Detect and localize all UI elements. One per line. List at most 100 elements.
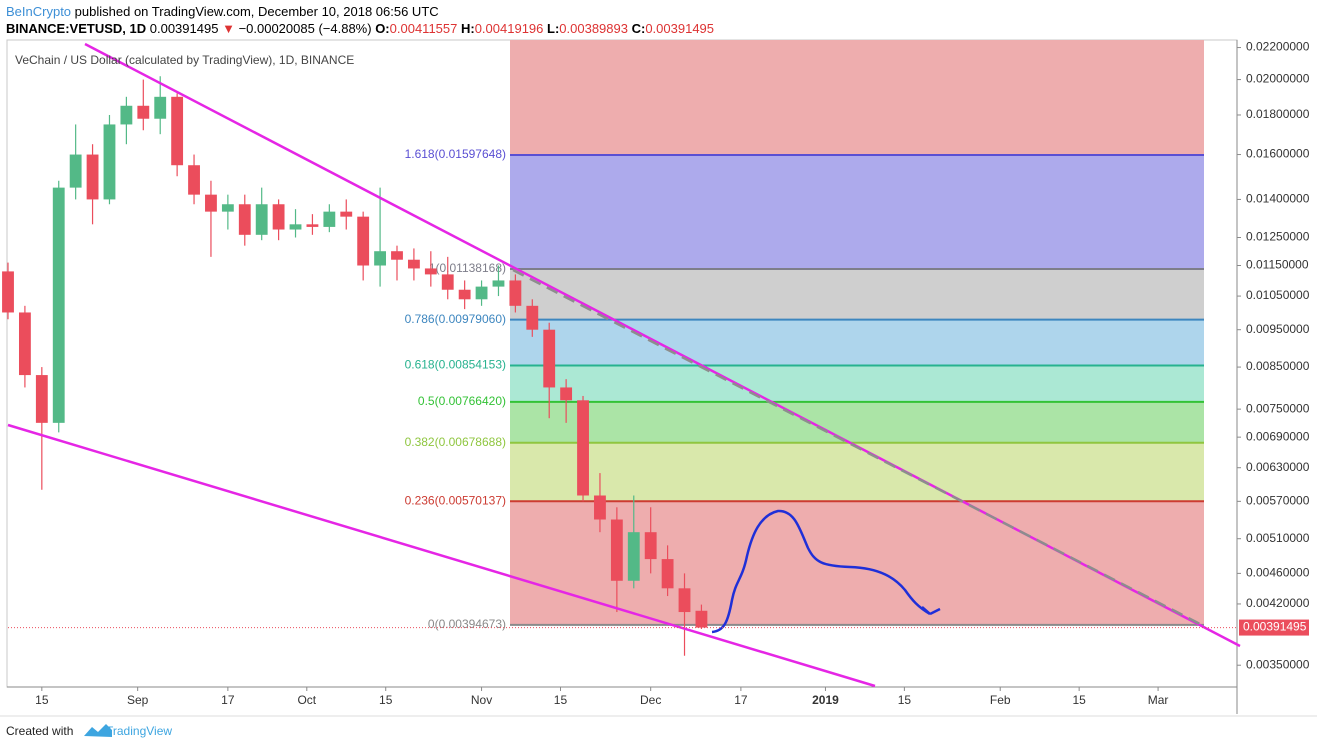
candle-body <box>69 154 82 188</box>
last-price-tag <box>1239 619 1309 636</box>
y-tick-label: 0.00570000 <box>1246 494 1310 508</box>
y-tick-label: 0.01250000 <box>1246 230 1310 244</box>
fib-label: 0.618(0.00854153) <box>405 358 506 372</box>
candle-body <box>86 154 99 200</box>
footer-brand: TradingView <box>106 724 172 738</box>
fib-zone <box>510 155 1204 269</box>
y-tick-label: 0.00750000 <box>1246 401 1310 415</box>
low-value: 0.00389893 <box>559 21 628 36</box>
x-tick-label: 17 <box>221 693 235 707</box>
chart-title: VeChain / US Dollar (calculated by Tradi… <box>15 53 354 67</box>
arrow: ▼ <box>222 21 235 36</box>
y-tick-label: 0.00850000 <box>1246 359 1310 373</box>
fib-label: 1(0.01138168) <box>429 261 506 275</box>
candle-body <box>661 559 674 589</box>
candle-body <box>137 105 150 119</box>
lower-trendline <box>7 423 876 688</box>
candle-body <box>171 96 184 166</box>
candle-body <box>391 251 403 260</box>
y-tick-label: 0.01600000 <box>1246 147 1310 161</box>
fib-group: 1.618(0.01597648) 1(0.01138168) 0.786(0.00… <box>405 40 1204 631</box>
candle-body <box>103 124 116 200</box>
y-tick-label: 0.00950000 <box>1246 322 1310 336</box>
fib-zone <box>510 501 1204 625</box>
axes: 0.02200000 0.02000000 0.01800000 0.01600000… <box>8 40 1310 707</box>
published: published on TradingView.com, December 1… <box>75 4 439 19</box>
projection-curve <box>711 509 941 634</box>
y-tick-label: 0.01150000 <box>1246 258 1309 272</box>
y-tick-label: 0.01050000 <box>1246 288 1310 302</box>
l-label: L: <box>547 21 559 36</box>
symbol-line: BINANCE:VETUSD, 1D 0.00391495 ▼ −0.00020… <box>6 21 714 36</box>
fib-label: 0.786(0.00979060) <box>405 312 506 326</box>
x-tick-label: Nov <box>471 693 492 707</box>
open-value: 0.00411557 <box>390 21 458 36</box>
candle-body <box>509 280 522 306</box>
x-tick-label: 15 <box>35 693 49 707</box>
candle-body <box>610 519 623 581</box>
y-tick-label: 0.00510000 <box>1246 531 1310 545</box>
x-tick-label: Mar <box>1148 693 1169 707</box>
last-price-label: 0.00391495 <box>1243 620 1307 634</box>
candle-body <box>441 274 454 290</box>
candle-body <box>543 329 556 388</box>
o-label: O: <box>375 21 389 36</box>
candle-body <box>221 204 234 212</box>
x-tick-label: 15 <box>554 693 568 707</box>
x-tick-label: Sep <box>127 693 149 707</box>
candle-body <box>272 204 285 230</box>
x-tick-label: 17 <box>734 693 748 707</box>
fib-zone <box>510 365 1204 402</box>
candle-body <box>627 532 640 581</box>
c-label: C: <box>632 21 646 36</box>
candle-body <box>407 259 420 269</box>
candle-body <box>18 312 31 376</box>
fib-label: 0.5(0.00766420) <box>418 394 506 408</box>
symbol: BINANCE:VETUSD, 1D <box>6 21 146 36</box>
y-tick-label: 0.00420000 <box>1246 596 1310 610</box>
tv-logo <box>84 724 112 737</box>
x-tick-label: 15 <box>379 693 393 707</box>
candle-body <box>695 610 708 628</box>
y-tick-label: 0.01800000 <box>1246 107 1310 121</box>
candle-body <box>526 305 539 330</box>
candle-body <box>475 286 488 300</box>
candles <box>2 76 708 656</box>
y-tick-label: 0.02000000 <box>1246 72 1310 86</box>
candle-body <box>255 204 268 235</box>
candle-body <box>424 268 437 275</box>
fib-label: 0(0.00394673) <box>428 617 506 631</box>
y-tick-label: 0.01400000 <box>1246 192 1310 206</box>
x-tick-label: Feb <box>990 693 1011 707</box>
candle-body <box>120 105 133 125</box>
close-value: 0.00391495 <box>645 21 714 36</box>
header-line: BeInCrypto published on TradingView.com,… <box>6 4 439 19</box>
fib-zone <box>510 442 1204 502</box>
x-tick-label: Oct <box>297 693 316 707</box>
x-tick-label: 2019 <box>812 693 839 707</box>
candle-body <box>52 187 65 423</box>
candle-body <box>340 211 353 217</box>
x-tick-label: Dec <box>640 693 661 707</box>
candle-body <box>154 96 167 119</box>
candle-body <box>644 532 657 560</box>
upper-trendline <box>84 42 1241 648</box>
change: −0.00020085 (−4.88%) <box>239 21 372 36</box>
x-tick-label: 15 <box>898 693 912 707</box>
y-tick-label: 0.02200000 <box>1246 40 1310 54</box>
high-value: 0.00419196 <box>475 21 544 36</box>
y-tick-label: 0.00630000 <box>1246 460 1310 474</box>
fib-label: 0.236(0.00570137) <box>405 493 506 507</box>
fib-zone <box>510 401 1204 443</box>
candle-body <box>458 289 471 300</box>
candle-body <box>35 375 48 423</box>
footer-created: Created with <box>6 724 73 738</box>
candle-body <box>289 224 302 230</box>
x-tick-label: 15 <box>1072 693 1086 707</box>
candle-body <box>594 495 606 520</box>
y-tick-label: 0.00460000 <box>1246 566 1310 580</box>
candle-body <box>188 165 200 195</box>
candle-body <box>577 400 589 496</box>
candle-body <box>323 211 336 227</box>
